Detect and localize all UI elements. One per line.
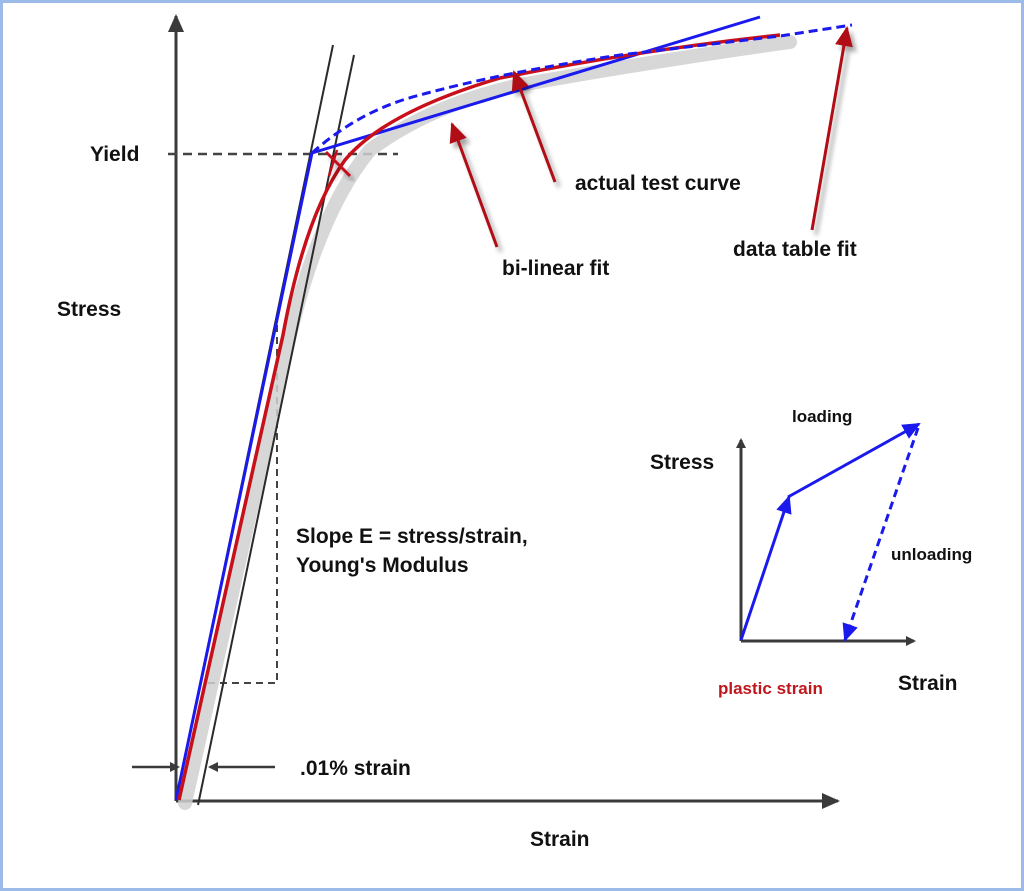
inset-strain-label: Strain	[898, 672, 958, 695]
main-strain-label: Strain	[530, 828, 590, 851]
offset-line	[197, 54, 355, 806]
main-axes	[168, 14, 840, 809]
inset-stress-label: Stress	[650, 451, 715, 474]
inset-unloading-arrow	[842, 427, 920, 642]
unloading-label: unloading	[891, 545, 973, 564]
curve-shadow-band	[178, 35, 797, 810]
offset-strain-label: .01% strain	[300, 757, 411, 780]
inset-chart	[736, 422, 921, 668]
inset-elastic-loading-arrow	[739, 495, 792, 641]
actual-curve-pointer-arrow	[511, 70, 557, 183]
main-stress-label: Stress	[57, 298, 122, 321]
inset-plastic-loading-arrow	[787, 422, 921, 499]
data-table-fit-label: data table fit	[733, 238, 857, 261]
actual-test-curve	[177, 33, 781, 801]
loading-label: loading	[792, 407, 853, 426]
bilinear-fit-pointer-arrow	[449, 122, 499, 248]
yield-label: Yield	[90, 143, 140, 166]
bilinear-fit-line	[174, 15, 761, 801]
data-table-fit-pointer-arrow	[810, 26, 853, 231]
slope-label-line1: Slope E = stress/strain,	[296, 525, 528, 548]
slope-label-line2: Young's Modulus	[296, 554, 469, 577]
data-table-fit-line	[310, 23, 853, 155]
yield-point-marker	[324, 149, 352, 178]
bilinear-fit-label: bi-linear fit	[502, 257, 610, 280]
actual-test-curve-label: actual test curve	[575, 172, 741, 195]
plastic-strain-label: plastic strain	[718, 679, 823, 698]
